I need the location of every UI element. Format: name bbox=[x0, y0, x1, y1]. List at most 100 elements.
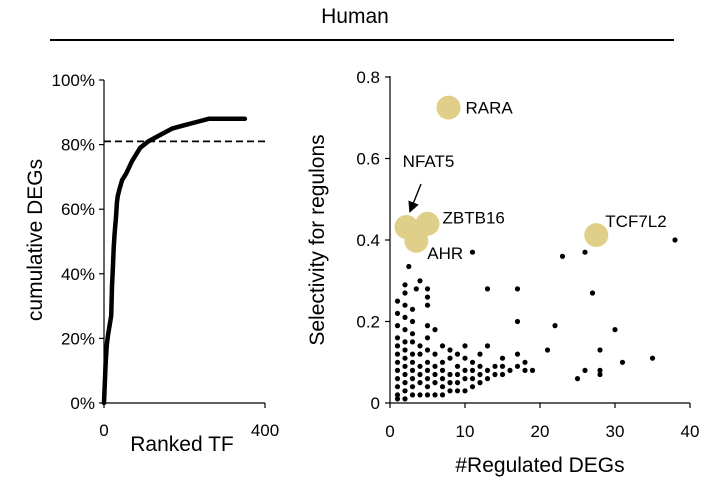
scatter-point bbox=[597, 367, 603, 373]
scatter-point bbox=[469, 249, 476, 255]
scatter-point bbox=[409, 367, 416, 373]
cumulative-chart: cumulative DEGs Ranked TF 0% 20% 40% 60% 80%… bbox=[24, 71, 279, 456]
highlighted-point-tcf7l2 bbox=[584, 223, 609, 248]
scatter-point bbox=[394, 367, 401, 373]
label-tcf7l2: TCF7L2 bbox=[605, 212, 666, 231]
scatter-point bbox=[484, 343, 491, 349]
right-x-tick-label: 40 bbox=[681, 422, 700, 441]
scatter-point bbox=[402, 302, 408, 308]
scatter-point bbox=[409, 384, 416, 390]
scatter-point bbox=[597, 347, 603, 353]
scatter-point bbox=[612, 327, 618, 333]
scatter-point bbox=[432, 380, 438, 386]
scatter-point bbox=[462, 388, 468, 394]
scatter-point bbox=[409, 306, 416, 312]
figure-title: Human bbox=[321, 5, 389, 28]
scatter-point bbox=[409, 331, 416, 337]
scatter-point bbox=[439, 343, 446, 349]
scatter-point bbox=[469, 376, 476, 382]
scatter-point bbox=[424, 302, 431, 308]
scatter-point bbox=[402, 388, 408, 394]
scatter-point bbox=[514, 318, 521, 325]
scatter-point bbox=[522, 367, 528, 373]
scatter-point bbox=[544, 347, 551, 353]
scatter-point bbox=[492, 371, 498, 378]
scatter-point bbox=[394, 343, 401, 349]
scatter-point bbox=[417, 380, 423, 386]
left-x-axis-label: Ranked TF bbox=[130, 433, 234, 456]
scatter-point bbox=[552, 323, 558, 329]
scatter-point bbox=[417, 351, 423, 357]
scatter-point bbox=[417, 278, 423, 284]
scatter-point bbox=[582, 249, 588, 255]
scatter-point bbox=[529, 367, 536, 373]
scatter-point bbox=[477, 363, 483, 369]
scatter-point bbox=[469, 367, 476, 373]
scatter-point bbox=[672, 237, 678, 243]
scatter-point bbox=[477, 371, 483, 378]
scatter-point bbox=[559, 253, 566, 259]
scatter-point bbox=[432, 392, 438, 398]
left-y-tick-label: 40% bbox=[61, 265, 95, 284]
label-ahr: AHR bbox=[427, 244, 463, 263]
scatter-point bbox=[439, 376, 446, 382]
scatter-point bbox=[394, 323, 401, 329]
scatter-point bbox=[406, 263, 412, 270]
scatter-point bbox=[394, 384, 401, 390]
scatter-point bbox=[402, 339, 408, 345]
scatter-point bbox=[439, 359, 446, 365]
selectivity-chart: Selectivity for regulons #Regulated DEGs… bbox=[306, 68, 699, 477]
scatter-point bbox=[447, 355, 453, 361]
scatter-point bbox=[402, 371, 408, 378]
scatter-point bbox=[454, 363, 461, 369]
scatter-point bbox=[432, 351, 438, 357]
scatter-point bbox=[454, 371, 461, 378]
left-y-tick-label: 60% bbox=[61, 200, 95, 219]
left-y-tick-label: 100% bbox=[52, 71, 95, 90]
scatter-point bbox=[462, 355, 468, 361]
right-y-tick-label: 0.2 bbox=[356, 313, 380, 332]
scatter-point bbox=[402, 290, 408, 296]
scatter-point bbox=[424, 392, 431, 398]
scatter-point bbox=[402, 327, 408, 333]
scatter-point bbox=[649, 355, 656, 361]
scatter-point bbox=[424, 384, 431, 390]
scatter-point bbox=[514, 363, 521, 369]
highlighted-point-rara bbox=[436, 95, 461, 120]
scatter-point bbox=[469, 384, 476, 390]
cumulative-curve bbox=[101, 116, 248, 406]
scatter-point bbox=[432, 371, 438, 378]
scatter-point bbox=[462, 343, 468, 349]
scatter-point bbox=[417, 363, 423, 369]
scatter-point bbox=[402, 363, 408, 369]
highlighted-point-ahr bbox=[404, 228, 429, 253]
right-y-tick-label: 0.8 bbox=[356, 68, 380, 87]
scatter-point bbox=[522, 359, 528, 365]
scatter-point bbox=[424, 323, 431, 329]
scatter-point bbox=[454, 351, 461, 357]
scatter-point bbox=[413, 286, 419, 292]
scatter-point bbox=[469, 359, 476, 365]
scatter-point bbox=[454, 380, 461, 386]
scatter-point bbox=[394, 359, 401, 365]
right-x-tick-label: 10 bbox=[456, 422, 475, 441]
scatter-point bbox=[514, 286, 521, 292]
scatter-point bbox=[447, 388, 453, 394]
scatter-point bbox=[499, 355, 506, 361]
scatter-point bbox=[484, 286, 491, 292]
scatter-point bbox=[439, 384, 446, 390]
scatter-point bbox=[409, 339, 416, 345]
scatter-point bbox=[484, 376, 491, 382]
scatter-point bbox=[447, 380, 453, 386]
scatter-point bbox=[439, 392, 446, 398]
scatter-point bbox=[409, 359, 416, 365]
scatter-point bbox=[394, 396, 401, 402]
right-y-tick-label: 0 bbox=[371, 394, 380, 413]
scatter-point bbox=[447, 371, 453, 378]
scatter-point bbox=[447, 347, 453, 353]
scatter-point bbox=[424, 359, 431, 365]
scatter-point bbox=[424, 376, 431, 382]
scatter-point bbox=[409, 376, 416, 382]
right-y-axis-label: Selectivity for regulons bbox=[306, 134, 329, 345]
